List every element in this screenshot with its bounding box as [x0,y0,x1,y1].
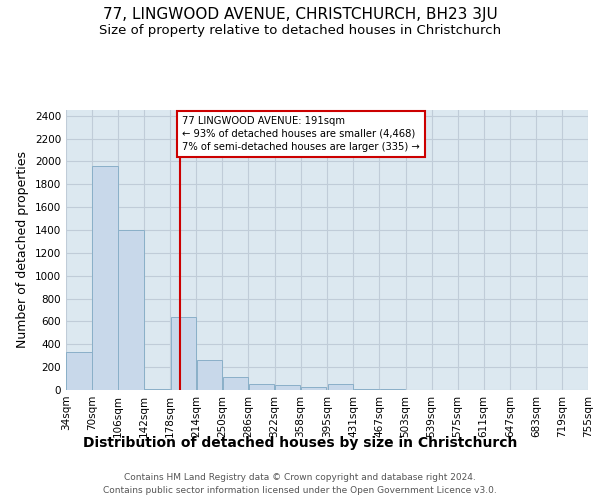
Bar [92,166,118,390]
Bar [249,384,274,390]
Bar [170,317,196,390]
Bar [301,386,326,390]
Y-axis label: Number of detached properties: Number of detached properties [16,152,29,348]
Bar [275,386,300,390]
Bar [328,384,353,390]
Bar [66,352,92,390]
Text: Size of property relative to detached houses in Christchurch: Size of property relative to detached ho… [99,24,501,37]
Text: Distribution of detached houses by size in Christchurch: Distribution of detached houses by size … [83,436,517,450]
Bar [197,360,222,390]
Text: Contains HM Land Registry data © Crown copyright and database right 2024.
Contai: Contains HM Land Registry data © Crown c… [103,474,497,495]
Text: 77 LINGWOOD AVENUE: 191sqm
← 93% of detached houses are smaller (4,468)
7% of se: 77 LINGWOOD AVENUE: 191sqm ← 93% of deta… [182,116,419,152]
Bar [354,389,379,390]
Text: 77, LINGWOOD AVENUE, CHRISTCHURCH, BH23 3JU: 77, LINGWOOD AVENUE, CHRISTCHURCH, BH23 … [103,8,497,22]
Bar [223,377,248,390]
Bar [118,230,144,390]
Bar [145,389,170,390]
